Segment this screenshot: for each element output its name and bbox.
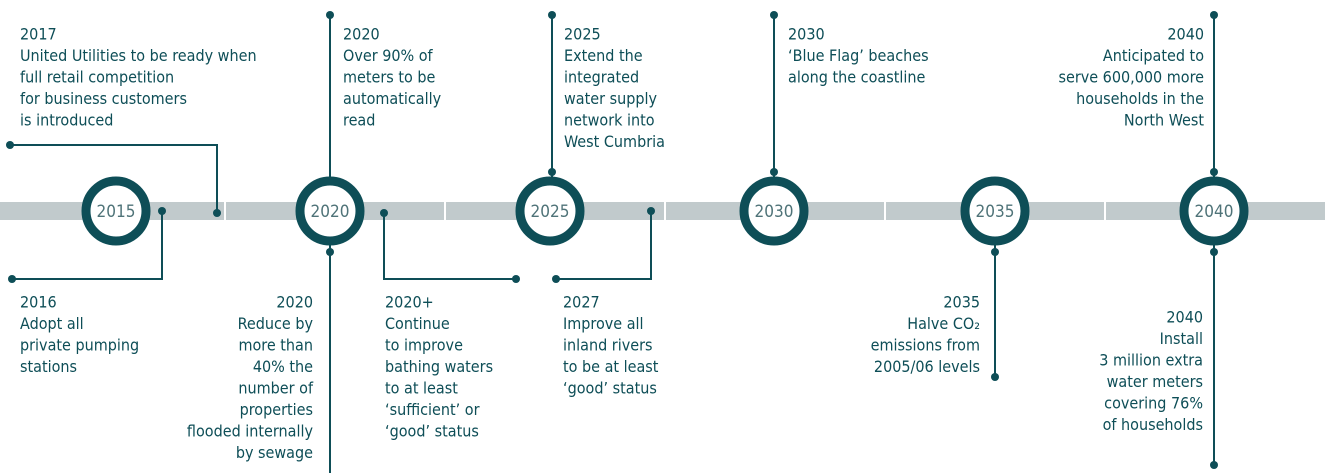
event-text: of households: [1103, 415, 1203, 434]
event-text: ‘good’ status: [563, 379, 657, 398]
event-text: Over 90% of: [343, 46, 434, 65]
event-text: number of: [238, 379, 314, 398]
event-text: Anticipated to: [1103, 46, 1204, 65]
event-year: 2030: [788, 25, 825, 44]
event-year: 2035: [943, 293, 980, 312]
event-text: is introduced: [20, 111, 113, 130]
event-text: covering 76%: [1104, 394, 1203, 413]
connectors: [6, 11, 1218, 473]
event-text: ‘sufficient’ or: [385, 400, 480, 419]
event-text: stations: [20, 357, 77, 376]
event-text: private pumping: [20, 336, 139, 355]
band: [0, 202, 1325, 220]
year-label: 2030: [755, 202, 794, 222]
event-text: bathing waters: [385, 357, 493, 376]
event-year: 2020+: [385, 293, 434, 312]
event-text: 2005/06 levels: [874, 357, 980, 376]
event-text: serve 600,000 more: [1058, 68, 1204, 87]
year-circle: [1179, 176, 1249, 246]
event-text: along the coastline: [788, 68, 925, 87]
event-year: 2040: [1167, 25, 1204, 44]
event-text: Halve CO₂: [907, 314, 980, 333]
event-text: meters to be: [343, 68, 436, 87]
event-text: emissions from: [871, 336, 980, 355]
event-year: 2017: [20, 25, 57, 44]
event-year: 2027: [563, 293, 600, 312]
year-circle: [295, 176, 365, 246]
event-text: water supply: [564, 89, 657, 108]
year-label: 2025: [531, 202, 570, 222]
event-text: flooded internally: [187, 422, 314, 441]
year-circle: [739, 176, 809, 246]
event-text: Install: [1160, 329, 1203, 348]
event-year: 2020: [276, 293, 313, 312]
event-text: more than: [238, 336, 313, 355]
event-text: North West: [1124, 111, 1204, 130]
event-text: integrated: [564, 68, 639, 87]
year-label: 2035: [976, 202, 1015, 222]
event-text: Adopt all: [20, 314, 84, 333]
event-text: households in the: [1076, 89, 1204, 108]
event-year: 2016: [20, 293, 57, 312]
event-year: 2020: [343, 25, 380, 44]
year-circle: [515, 176, 585, 246]
event-text: West Cumbria: [564, 132, 665, 151]
event-text: to be at least: [563, 357, 659, 376]
event-text: water meters: [1107, 372, 1203, 391]
year-label: 2020: [311, 202, 350, 222]
event-text: properties: [240, 400, 313, 419]
event-text: ‘Blue Flag’ beaches: [788, 46, 929, 65]
band-separators: [224, 202, 1106, 220]
event-year: 2025: [564, 25, 601, 44]
event-text: 40% the: [253, 357, 313, 376]
event-text: Extend the: [564, 46, 643, 65]
event-text: Reduce by: [238, 314, 314, 333]
event-text: to improve: [385, 336, 463, 355]
event-text: automatically: [343, 89, 442, 108]
year-label: 2015: [97, 202, 136, 222]
event-text: inland rivers: [563, 336, 652, 355]
event-text: ‘good’ status: [385, 422, 479, 441]
event-year: 2040: [1166, 308, 1203, 327]
event-text: by sewage: [236, 443, 313, 462]
event-text: full retail competition: [20, 68, 174, 87]
event-text: 3 million extra: [1099, 351, 1203, 370]
event-text: to at least: [385, 379, 458, 398]
event-text: read: [343, 111, 375, 130]
year-label: 2040: [1195, 202, 1234, 222]
event-text: network into: [564, 111, 655, 130]
event-text: for business customers: [20, 89, 187, 108]
year-circle: [81, 176, 151, 246]
event-text: Improve all: [563, 314, 644, 333]
event-text: United Utilities to be ready when: [20, 46, 257, 65]
year-circle: [960, 176, 1030, 246]
event-text: Continue: [385, 314, 450, 333]
